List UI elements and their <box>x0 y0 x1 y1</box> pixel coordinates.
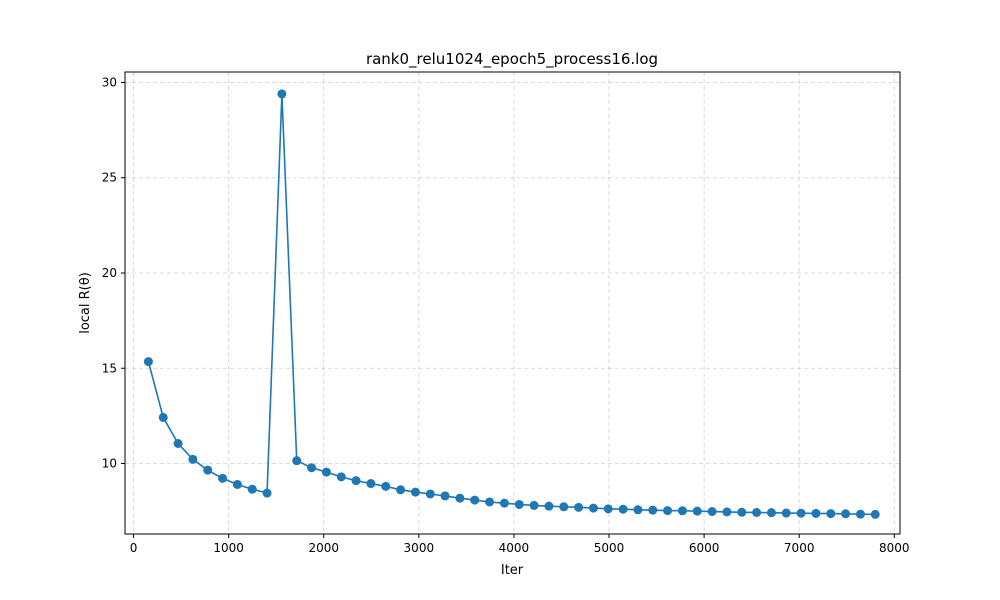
data-point <box>737 507 747 517</box>
data-point <box>232 479 242 489</box>
y-tick-label: 25 <box>102 171 117 185</box>
y-tick-label: 20 <box>102 266 117 280</box>
data-point <box>514 499 524 509</box>
data-point <box>336 472 346 482</box>
data-point <box>366 479 376 489</box>
series-line <box>143 89 880 519</box>
data-point <box>188 454 198 464</box>
y-axis-label: local R(θ) <box>78 272 93 334</box>
data-point <box>603 504 613 514</box>
data-point <box>707 507 717 517</box>
data-point <box>722 507 732 517</box>
data-point <box>203 465 213 475</box>
y-tick-label: 10 <box>102 457 117 471</box>
data-point <box>455 493 465 503</box>
data-point <box>781 508 791 518</box>
data-point <box>292 456 302 466</box>
data-point <box>544 501 554 511</box>
data-point <box>618 504 628 514</box>
data-point <box>663 506 673 516</box>
x-tick-label: 1000 <box>213 541 244 555</box>
data-point <box>425 489 435 499</box>
axes: 0 1000 2000 3000 4000 5000 6000 7000 8000 10 15 20 2… <box>102 71 910 555</box>
data-point <box>752 507 762 517</box>
data-point <box>633 505 643 515</box>
data-point <box>855 509 865 519</box>
data-point <box>143 357 153 367</box>
x-tick-label: 8000 <box>879 541 910 555</box>
data-point <box>826 509 836 519</box>
data-point <box>396 485 406 495</box>
grid <box>125 72 900 534</box>
data-point <box>470 495 480 505</box>
data-point <box>218 473 228 483</box>
plot-frame <box>124 71 901 535</box>
data-point <box>158 412 168 422</box>
data-point <box>692 506 702 516</box>
data-point <box>485 497 495 507</box>
data-point <box>307 463 317 473</box>
data-point <box>262 488 272 498</box>
data-point <box>574 502 584 512</box>
x-tick-label: 3000 <box>404 541 435 555</box>
data-point <box>277 89 287 99</box>
y-tick-label: 15 <box>102 361 117 375</box>
data-point <box>811 508 821 518</box>
x-tick-label: 2000 <box>308 541 339 555</box>
data-point <box>499 498 509 508</box>
x-tick-label: 6000 <box>689 541 720 555</box>
x-tick-label: 5000 <box>594 541 625 555</box>
data-point <box>648 505 658 515</box>
x-tick-label: 4000 <box>499 541 530 555</box>
x-axis-label: Iter <box>501 563 524 578</box>
series-line-path <box>147 93 876 516</box>
data-point <box>381 481 391 491</box>
data-point <box>766 508 776 518</box>
data-point <box>677 506 687 516</box>
chart-title: rank0_relu1024_epoch5_process16.log <box>366 50 658 69</box>
y-tick-label: 30 <box>102 75 117 89</box>
data-point <box>841 509 851 519</box>
data-point <box>410 487 420 497</box>
data-point <box>588 503 598 513</box>
data-point <box>796 508 806 518</box>
data-point <box>247 484 257 494</box>
data-point <box>321 467 331 477</box>
x-tick-label: 7000 <box>784 541 815 555</box>
x-tick-label: 0 <box>130 541 138 555</box>
data-point <box>351 476 361 486</box>
data-point <box>559 502 569 512</box>
data-point <box>529 500 539 510</box>
data-point <box>173 439 183 449</box>
data-point <box>870 509 880 519</box>
data-point <box>440 491 450 501</box>
